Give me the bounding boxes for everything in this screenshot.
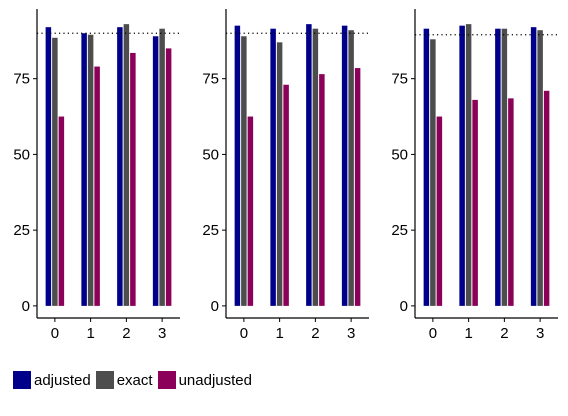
bar-adjusted	[459, 25, 465, 306]
bar-exact	[52, 37, 58, 306]
bar-unadjusted	[283, 84, 289, 306]
legend-label-adjusted: adjusted	[34, 371, 91, 389]
y-tick-label: 50	[13, 146, 30, 163]
x-tick-label: 3	[347, 325, 355, 342]
x-tick-label: 0	[429, 325, 437, 342]
bar-exact	[87, 34, 94, 306]
bar-unadjusted	[508, 98, 514, 306]
x-tick-label: 2	[311, 325, 319, 342]
bar-exact	[348, 30, 354, 306]
bar-adjusted	[423, 28, 430, 306]
bar-adjusted	[234, 25, 241, 306]
y-tick-label: 0	[211, 298, 219, 315]
bar-exact	[537, 30, 543, 306]
y-tick-label: 0	[400, 298, 408, 315]
x-tick-label: 3	[536, 325, 544, 342]
y-tick-label: 75	[202, 71, 219, 88]
bar-adjusted	[270, 28, 276, 306]
bar-exact	[123, 24, 130, 306]
x-tick-label: 2	[122, 325, 130, 342]
x-tick-label: 2	[500, 325, 508, 342]
bar-unadjusted	[58, 116, 65, 306]
bar-unadjusted	[543, 90, 550, 306]
bar-unadjusted	[354, 68, 361, 306]
x-tick-label: 1	[86, 325, 94, 342]
bar-adjusted	[495, 28, 501, 306]
legend-swatch-adjusted	[13, 371, 31, 389]
bar-unadjusted	[319, 74, 325, 306]
legend-item-exact: exact	[95, 371, 153, 389]
bar-unadjusted	[436, 116, 443, 306]
y-tick-label: 25	[391, 222, 408, 239]
bar-exact	[241, 36, 247, 306]
bar-adjusted	[306, 24, 312, 306]
y-tick-label: 50	[202, 146, 219, 163]
legend-label-unadjusted: unadjusted	[178, 371, 252, 389]
legend-swatch-exact	[95, 371, 114, 389]
x-tick-label: 1	[275, 325, 283, 342]
legend-label-exact: exact	[116, 371, 153, 389]
bar-unadjusted	[94, 66, 100, 306]
bar-adjusted	[341, 25, 348, 306]
y-tick-label: 50	[391, 146, 408, 163]
y-tick-label: 75	[391, 71, 408, 88]
y-tick-label: 75	[13, 71, 30, 88]
bar-unadjusted	[472, 99, 478, 306]
bar-exact	[159, 28, 165, 306]
legend: adjusted exact unadjusted	[13, 371, 257, 389]
x-tick-label: 0	[51, 325, 59, 342]
bar-exact	[465, 24, 472, 306]
bar-unadjusted	[247, 116, 254, 306]
bar-exact	[312, 28, 319, 306]
bar-adjusted	[81, 33, 87, 306]
y-tick-label: 0	[22, 298, 30, 315]
x-tick-label: 0	[240, 325, 248, 342]
bar-adjusted	[45, 27, 52, 306]
legend-swatch-unadjusted	[157, 371, 176, 389]
y-tick-label: 25	[202, 222, 219, 239]
bar-adjusted	[152, 36, 159, 306]
bar-exact	[276, 42, 283, 306]
legend-item-unadjusted: unadjusted	[157, 371, 252, 389]
bar-unadjusted	[130, 52, 136, 306]
bar-exact	[501, 28, 508, 306]
bar-adjusted	[117, 27, 123, 306]
x-tick-label: 3	[158, 325, 166, 342]
bar-exact	[430, 39, 436, 306]
x-tick-label: 1	[464, 325, 472, 342]
legend-item-adjusted: adjusted	[13, 371, 91, 389]
y-tick-label: 25	[13, 222, 30, 239]
bar-unadjusted	[165, 48, 172, 306]
bar-adjusted	[530, 27, 537, 306]
